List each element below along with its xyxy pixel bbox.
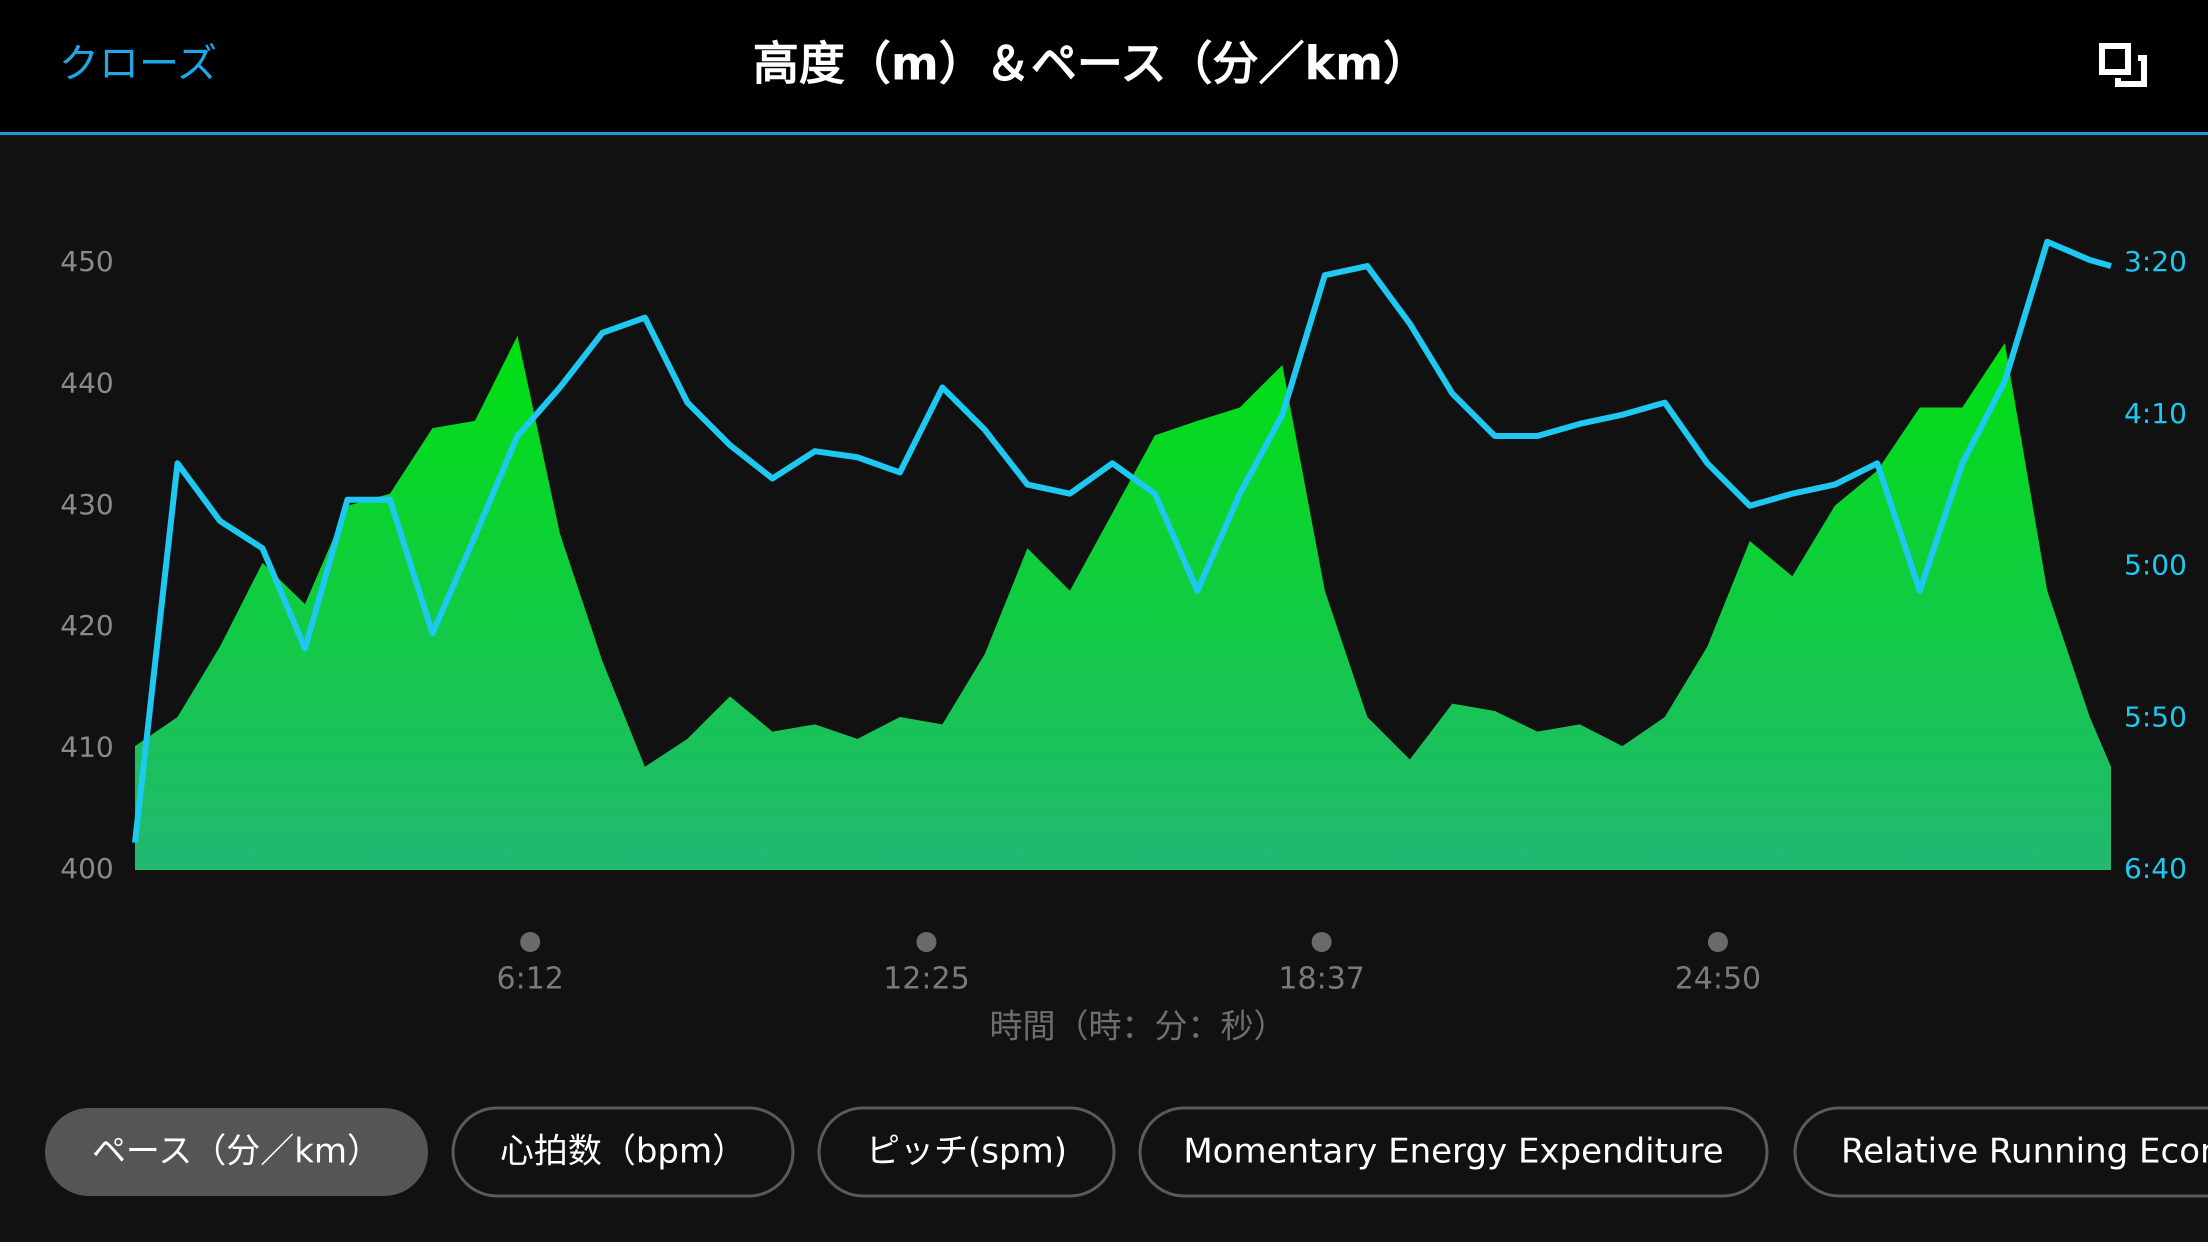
header-title: 高度（m）＆ペース（分／km） xyxy=(753,37,1429,91)
tab-label[interactable]: ペース（分／km） xyxy=(92,1132,381,1172)
x-tick-dot xyxy=(520,932,541,952)
header-bar xyxy=(0,0,2208,132)
y2-tick-label: 6:40 xyxy=(2124,852,2187,885)
x-tick-label: 6:12 xyxy=(497,962,564,997)
x-tick-label: 24:50 xyxy=(1675,962,1761,997)
tab-label[interactable]: Momentary Energy Expenditure xyxy=(1183,1132,1723,1172)
expand-icon[interactable] xyxy=(2099,43,2147,87)
x-axis-label: 時間（時：分：秒） xyxy=(990,1007,1287,1046)
y2-tick-label: 4:10 xyxy=(2124,397,2187,430)
pace-line xyxy=(132,238,2112,844)
y2-tick-label: 3:20 xyxy=(2124,245,2187,278)
x-tick-dot xyxy=(916,932,937,952)
header-divider xyxy=(0,132,2208,135)
y-tick-label: 440 xyxy=(60,366,113,399)
plot: 400 410 420 430 440 450 6:40 5:50 5:00 4:10 3:20 6:… xyxy=(60,238,2187,997)
tab-button[interactable] xyxy=(817,1106,1116,1198)
y-tick-label: 420 xyxy=(60,609,113,642)
altitude-area xyxy=(135,335,2111,871)
tab-button[interactable] xyxy=(451,1106,795,1198)
close-button[interactable]: クローズ xyxy=(59,41,217,87)
y-tick-label: 400 xyxy=(60,852,113,885)
y2-tick-label: 5:50 xyxy=(2124,700,2187,733)
tab-button[interactable] xyxy=(1138,1106,1769,1198)
y-tick-label: 410 xyxy=(60,731,113,764)
tab-label[interactable]: ピッチ(spm) xyxy=(866,1132,1067,1172)
x-tick-dot xyxy=(1311,932,1332,952)
y2-tick-label: 5:00 xyxy=(2124,549,2187,582)
y-tick-label: 450 xyxy=(60,245,113,278)
x-tick-label: 18:37 xyxy=(1278,962,1364,997)
x-tick-dot xyxy=(1707,932,1728,952)
tab-label[interactable]: Relative Running Economy xyxy=(1841,1132,2208,1172)
tab-bar: ペース（分／km） 心拍数（bpm） ピッチ(spm) Momentary Energ… xyxy=(45,1106,2208,1198)
x-tick-label: 12:25 xyxy=(883,962,969,997)
tab-label[interactable]: 心拍数（bpm） xyxy=(500,1132,746,1172)
tab-button[interactable] xyxy=(1793,1106,2208,1198)
tab-button[interactable] xyxy=(45,1108,428,1196)
y-tick-label: 430 xyxy=(60,488,113,521)
